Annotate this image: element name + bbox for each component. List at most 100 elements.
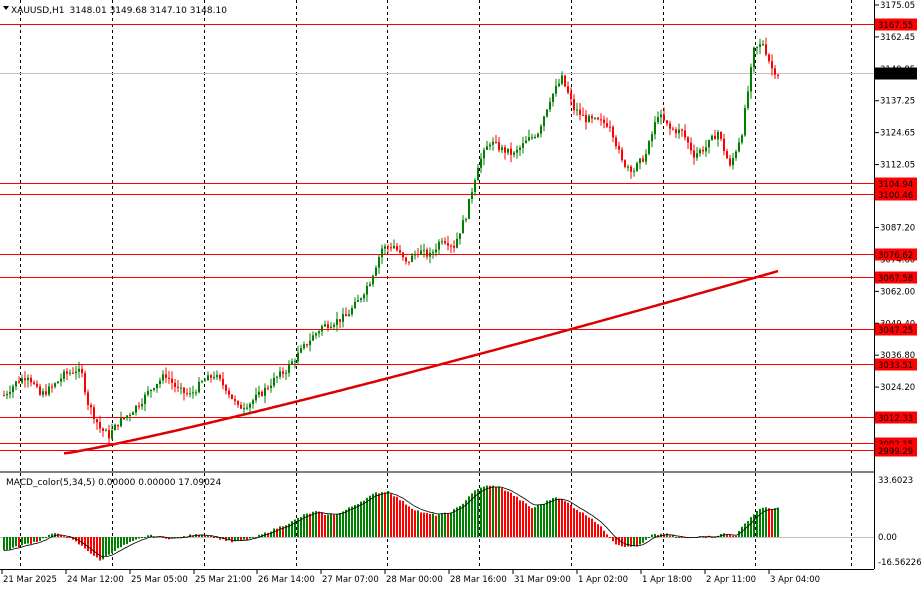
macd-histogram-bar [243,537,245,540]
candle-body [681,129,683,131]
candle-body [264,387,266,396]
candle-body [15,381,17,387]
macd-histogram-bar [99,537,101,561]
candle-body [774,68,776,75]
macd-histogram-bar [615,537,617,545]
level-price-tag-label: 3047.25 [878,326,913,336]
candle-body [480,158,482,168]
candle-body [177,386,179,388]
candle-body [645,153,647,162]
time-axis-label: 25 Mar 21:00 [195,575,252,585]
macd-histogram-bar [657,534,659,537]
macd-histogram-bar [453,509,455,537]
macd-histogram-bar [315,511,317,537]
candle-body [84,373,86,393]
candle-body [690,142,692,151]
level-price-tag-label: 3167.55 [878,21,913,31]
macd-histogram-bar [285,525,287,537]
macd-histogram-bar [669,535,671,537]
macd-histogram-bar [603,530,605,537]
macd-histogram-bar [750,517,752,537]
candle-body [660,114,662,118]
candle-body [693,150,695,158]
candle-body [669,123,671,129]
candle-body [570,92,572,100]
macd-histogram-bar [336,514,338,537]
candle-body [462,220,464,234]
macd-histogram-bar [519,500,521,537]
candle-body [426,249,428,257]
candle-body [336,319,338,325]
candle-body [711,135,713,140]
macd-histogram-bar [279,526,281,537]
macd-histogram-bar [357,503,359,537]
macd-histogram-bar [732,535,734,537]
candle-body [48,386,50,395]
macd-histogram-bar [399,500,401,537]
macd-histogram-bar [42,537,44,539]
main-price-pane[interactable]: XAUUSD,H1 3148.01 3149.68 3147.10 3148.10 [0,0,874,472]
candle-body [516,149,518,153]
candle-body [606,123,608,127]
macd-histogram-bar [102,537,104,560]
candle-body [228,390,230,395]
candle-body [714,135,716,140]
level-price-tag-label: 2999.29 [878,447,913,457]
candle-body [114,424,116,431]
time-axis-label: 28 Mar 16:00 [450,575,507,585]
macd-histogram-bar [678,537,680,538]
horizontal-level-lines[interactable] [0,24,874,451]
macd-histogram-bar [381,492,383,537]
candle-body [117,424,119,427]
candle-body [288,364,290,373]
candle-body [636,163,638,171]
macd-title: MACD_color(5,34,5) 0.00000 0.00000 17.09… [6,478,222,488]
time-axis-label: 31 Mar 09:00 [514,575,571,585]
price-axis[interactable]: 3175.053162.453149.853137.253124.653112.… [874,0,921,569]
candle-body [156,384,158,389]
candle-body [324,324,326,327]
candle-body [282,371,284,374]
macd-histogram-bar [504,490,506,537]
candle-body [696,153,698,158]
macd-histogram-bar [489,485,491,537]
macd-histogram-bar [636,537,638,547]
macd-axis-label: 0.00 [878,533,897,543]
candle-body [321,326,323,332]
candle-body [216,374,218,377]
candle-body [294,361,296,363]
macd-axis-label: -16.56226 [878,558,921,568]
macd-histogram-bar [30,537,32,544]
macd-histogram-bar [468,496,470,537]
chart-collapse-triangle-icon[interactable] [3,6,9,10]
macd-histogram-bar [486,485,488,537]
macd-histogram-bar [300,516,302,537]
candle-body [108,430,110,439]
macd-histogram-bar [594,522,596,537]
macd-histogram-bar [714,536,716,538]
candle-body [603,119,605,124]
candle-body [384,246,386,249]
macd-histogram-bar [204,535,206,537]
candle-body [492,141,494,145]
level-price-tag [875,323,917,336]
macd-histogram-bar [273,528,275,537]
candle-body [741,135,743,143]
macd-histogram-bar [645,537,647,540]
macd-histogram-bar [144,537,146,538]
macd-histogram-bar [249,537,251,539]
macd-histogram-bar [513,495,515,537]
candle-body [330,326,332,329]
macd-pane[interactable]: MACD_color(5,34,5) 0.00000 0.00000 17.09… [0,473,874,569]
time-axis[interactable]: 21 Mar 2025 24 Mar 12:00 25 Mar 05:00 25 Ma… [0,569,874,585]
candle-body [189,393,191,395]
candle-body [498,142,500,151]
macd-histogram-bar [441,513,443,537]
macd-histogram-bar [393,496,395,537]
macd-histogram-bar [414,510,416,537]
macd-histogram-bar [255,537,257,538]
candle-body [456,238,458,248]
candle-body [69,372,71,374]
macd-histogram-bar [423,512,425,537]
